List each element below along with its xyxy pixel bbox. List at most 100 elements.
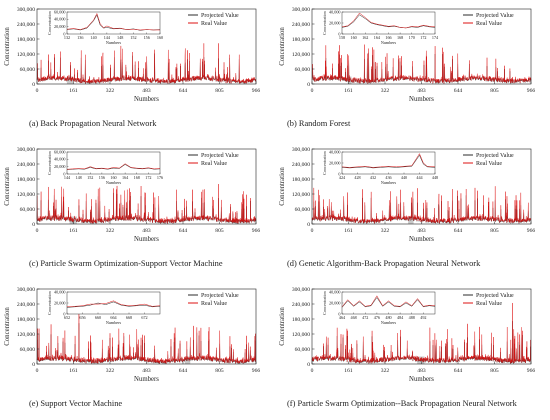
inset-frame	[66, 291, 161, 315]
zoom-highlight	[69, 216, 77, 224]
inset-y-tick-label: 20,000	[329, 300, 341, 306]
inset-x-axis-title: Numbers	[106, 40, 122, 45]
inset-series-projected	[66, 301, 161, 308]
inset-x-tick-label: 164	[122, 175, 129, 180]
y-axis-title: Concentration	[279, 27, 286, 66]
inset-x-tick-label: 156	[99, 175, 105, 180]
inset-x-tick-label: 160	[110, 175, 116, 180]
inset-y-tick-label: 20,000	[54, 164, 66, 170]
chart-svg: 0 60,000 120,000 180,000 240,000 300,000 0 161 3…	[279, 147, 535, 243]
x-tick-label: 644	[454, 368, 463, 374]
inset-y-axis-title: Concentration	[322, 10, 327, 35]
chart-svg: 0 60,000 120,000 180,000 240,000 300,000 0 161 3…	[279, 287, 536, 383]
legend-label-real: Real Value	[201, 21, 227, 27]
inset-y-tick-label: 20,000	[329, 20, 341, 26]
x-tick-label: 161	[69, 228, 78, 234]
x-tick-label: 0	[36, 88, 39, 94]
inset-x-tick-label: 480	[385, 315, 391, 320]
chart-panel-d: 0 60,000 120,000 180,000 240,000 300,000 0 161 3…	[275, 140, 550, 280]
inset-y-axis-title: Concentration	[47, 150, 52, 175]
inset-y-tick-label: 40,000	[329, 289, 341, 295]
inset-y-axis-title: Concentration	[322, 150, 327, 175]
legend-label-projected: Projected Value	[476, 153, 514, 159]
y-tick-label: 240,000	[292, 162, 310, 168]
x-tick-label: 483	[142, 228, 151, 234]
inset-x-tick-label: 652	[64, 315, 70, 320]
inset-frame	[66, 11, 161, 35]
inset-x-tick-label: 160	[350, 35, 356, 40]
inset-x-tick-label: 176	[157, 175, 163, 180]
series-real-value	[36, 43, 257, 85]
y-tick-label: 180,000	[292, 317, 310, 323]
inset-series-real	[66, 163, 161, 170]
panel-caption: (b) Random Forest	[287, 119, 351, 128]
panel-caption: (e) Support Vector Machine	[29, 399, 123, 408]
chart-panel-a: 0 60,000 120,000 180,000 240,000 300,000 0 161 3…	[0, 0, 275, 140]
x-tick-label: 805	[215, 368, 224, 374]
y-tick-label: 180,000	[292, 37, 310, 43]
x-tick-label: 161	[344, 88, 353, 94]
x-tick-label: 0	[311, 368, 314, 374]
x-tick-label: 161	[344, 228, 353, 234]
x-tick-label: 966	[252, 228, 261, 234]
x-tick-label: 483	[417, 368, 426, 374]
legend-label-projected: Projected Value	[201, 293, 239, 299]
series-real-value	[311, 44, 532, 84]
x-tick-label: 644	[179, 88, 188, 94]
inset-x-tick-label: 136	[77, 35, 83, 40]
x-tick-label: 322	[106, 368, 115, 374]
inset-x-tick-label: 660	[95, 315, 101, 320]
x-tick-label: 966	[527, 368, 536, 374]
zoom-highlight	[408, 216, 414, 224]
x-tick-label: 161	[69, 88, 78, 94]
legend-label-real: Real Value	[476, 161, 502, 167]
y-tick-label: 240,000	[292, 22, 310, 28]
y-tick-label: 60,000	[20, 207, 36, 213]
y-tick-label: 120,000	[17, 52, 35, 58]
inset-x-axis-title: Numbers	[381, 180, 397, 185]
inset-series-real	[341, 12, 436, 29]
inset-y-tick-label: 0	[338, 31, 340, 36]
y-tick-label: 0	[32, 82, 35, 88]
chart-svg: 0 60,000 120,000 180,000 240,000 300,000 0 161 3…	[4, 147, 261, 243]
x-tick-label: 644	[179, 368, 188, 374]
legend-label-real: Real Value	[201, 301, 227, 307]
y-axis-title: Concentration	[4, 307, 11, 346]
y-axis-title: Concentration	[279, 167, 286, 206]
inset-y-tick-label: 40,000	[54, 17, 66, 23]
y-tick-label: 0	[307, 362, 310, 368]
legend-label-real: Real Value	[476, 21, 502, 27]
y-tick-label: 0	[32, 222, 35, 228]
y-tick-label: 300,000	[292, 7, 310, 13]
inset-x-tick-label: 492	[420, 315, 426, 320]
y-tick-label: 300,000	[17, 7, 35, 13]
x-tick-label: 161	[69, 368, 78, 374]
inset-y-axis-title: Concentration	[322, 290, 327, 315]
x-tick-label: 483	[417, 228, 426, 234]
y-tick-label: 300,000	[17, 287, 35, 293]
y-tick-label: 120,000	[292, 332, 310, 338]
x-tick-label: 322	[381, 88, 390, 94]
inset-x-tick-label: 168	[134, 175, 140, 180]
x-tick-label: 966	[252, 88, 261, 94]
inset-y-tick-label: 40,000	[329, 149, 341, 155]
x-tick-label: 0	[311, 88, 314, 94]
inset-x-axis-title: Numbers	[106, 180, 122, 185]
inset-x-tick-label: 444	[416, 175, 423, 180]
inset-x-tick-label: 170	[409, 35, 415, 40]
inset-x-tick-label: 656	[79, 315, 85, 320]
inset-y-tick-label: 0	[63, 171, 65, 176]
y-tick-label: 60,000	[295, 207, 311, 213]
x-tick-label: 805	[490, 228, 499, 234]
inset-x-axis-title: Numbers	[381, 320, 397, 325]
y-tick-label: 240,000	[292, 302, 310, 308]
x-tick-label: 322	[381, 368, 390, 374]
inset-series-real	[341, 153, 436, 168]
y-axis-title: Concentration	[279, 307, 286, 346]
inset-x-tick-label: 152	[130, 35, 136, 40]
panel-caption: (f) Particle Swarm Optimization--Back Pr…	[287, 399, 517, 408]
y-tick-label: 180,000	[17, 317, 35, 323]
inset-x-tick-label: 156	[144, 35, 150, 40]
panel-caption: (d) Genetic Algorithm-Back Propagation N…	[287, 259, 481, 268]
